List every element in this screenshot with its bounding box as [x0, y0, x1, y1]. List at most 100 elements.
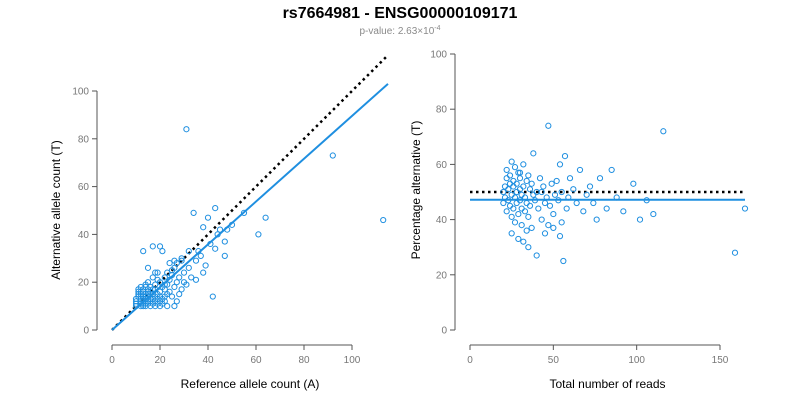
data-point [501, 183, 509, 190]
chart-subtitle: p-value: 2.63×10-4 [0, 25, 800, 37]
data-point [518, 222, 525, 229]
data-point [508, 158, 515, 165]
data-point [528, 180, 535, 187]
data-point [573, 199, 580, 207]
data-point [161, 274, 168, 281]
data-point [505, 186, 512, 193]
data-point [511, 219, 519, 226]
data-point [556, 233, 564, 240]
left-scatter-panel: 0 20 40 60 80 100 0 20 40 60 80 100 Reference allele… [49, 54, 389, 391]
data-point [152, 269, 159, 276]
y-tick-label: 40 [436, 215, 448, 226]
data-point [212, 205, 219, 212]
y-tick-label: 20 [436, 270, 448, 281]
x-tick-label: 0 [109, 355, 115, 366]
y-tick-label: 80 [436, 105, 448, 116]
x-tick-label: 100 [344, 355, 361, 366]
data-point [636, 216, 644, 223]
data-point [526, 186, 534, 193]
chart-title: rs7664981 - ENSG00000109171 [282, 5, 518, 22]
data-point [608, 166, 615, 174]
data-point [178, 257, 185, 264]
data-point [516, 197, 524, 204]
data-point [149, 243, 156, 250]
data-point [510, 177, 517, 185]
data-point [520, 183, 527, 190]
data-point [558, 188, 565, 196]
data-point [596, 175, 604, 182]
data-point [643, 197, 650, 204]
data-point [551, 191, 559, 198]
data-point [741, 205, 749, 212]
data-point [518, 191, 525, 198]
data-point [152, 286, 159, 293]
x-axis-label: Total number of reads [549, 377, 665, 391]
x-tick-label: 20 [154, 355, 166, 366]
data-point [586, 183, 594, 190]
y-tick-label: 40 [78, 230, 90, 241]
data-point [506, 172, 514, 179]
data-point [166, 276, 173, 283]
data-point [144, 288, 152, 295]
data-point [520, 238, 527, 245]
data-point [508, 213, 515, 220]
data-point [180, 279, 188, 286]
y-tick-label: 80 [78, 134, 90, 145]
data-point [221, 252, 228, 260]
data-point [531, 197, 539, 204]
data-point [154, 269, 161, 276]
data-point [545, 122, 552, 129]
data-point [576, 166, 584, 174]
data-point [149, 274, 156, 281]
data-point [503, 166, 510, 174]
data-point [508, 230, 515, 237]
data-point [580, 208, 587, 215]
data-point [171, 283, 178, 291]
fit-line [111, 83, 389, 331]
x-tick-label: 40 [202, 355, 214, 366]
data-point [530, 191, 537, 198]
data-point [558, 219, 565, 226]
y-tick-label: 60 [436, 160, 448, 171]
data-point [164, 303, 171, 310]
data-point [555, 197, 562, 204]
data-point [511, 194, 519, 201]
data-point [216, 226, 224, 233]
data-point [523, 177, 530, 185]
x-tick-label: 0 [467, 355, 473, 366]
data-point [535, 205, 542, 212]
data-point [506, 180, 514, 187]
y-tick-label: 100 [430, 50, 447, 61]
data-point [156, 279, 164, 286]
data-point [550, 210, 557, 218]
data-point [563, 205, 570, 212]
data-point [173, 279, 180, 286]
data-point [545, 222, 552, 229]
data-point [164, 269, 171, 276]
data-point [525, 172, 532, 179]
y-tick-label: 0 [441, 326, 447, 337]
x-tick-label: 50 [548, 355, 560, 366]
data-point [516, 175, 524, 182]
data-point [147, 295, 154, 303]
data-point [510, 183, 517, 190]
data-point [523, 227, 530, 234]
data-point [164, 281, 171, 288]
data-point [570, 186, 577, 193]
data-point [541, 230, 549, 237]
data-point [546, 202, 554, 209]
data-point [212, 245, 219, 252]
data-point [207, 240, 214, 248]
data-point [195, 248, 202, 255]
data-point [660, 128, 667, 135]
data-point [188, 274, 195, 281]
data-point [521, 194, 529, 201]
data-point [159, 248, 166, 255]
data-point [178, 255, 185, 262]
data-point [515, 210, 522, 218]
data-point [543, 194, 550, 201]
x-tick-label: 150 [712, 355, 729, 366]
data-point [566, 175, 574, 182]
data-point [528, 224, 535, 231]
data-point [620, 208, 627, 215]
